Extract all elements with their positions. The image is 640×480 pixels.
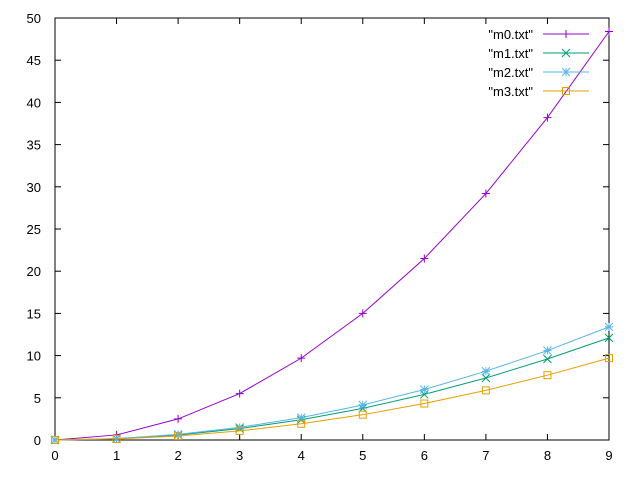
series-line: [54, 357, 610, 441]
y-tick-label: 40: [27, 95, 41, 110]
x-tick-label: 1: [113, 448, 120, 463]
data-point: [235, 389, 244, 398]
legend: "m0.txt" "m1.txt" "m2.txt" "m3.txt": [488, 27, 589, 99]
legend-label: "m0.txt": [488, 27, 533, 42]
y-tick-label: 10: [27, 349, 41, 364]
data-point: [112, 434, 121, 443]
series-3: [51, 354, 613, 444]
series-2: [50, 322, 614, 445]
data-point: [235, 426, 244, 435]
legend-label: "m2.txt": [488, 65, 533, 80]
data-point: [481, 189, 490, 198]
plot-border: [54, 17, 610, 441]
data-point: [296, 413, 306, 422]
y-tick-label: 50: [27, 11, 41, 26]
legend-item: "m2.txt": [488, 65, 589, 80]
data-point: [605, 354, 613, 363]
series-1: [50, 333, 614, 445]
y-tick-label: 45: [27, 53, 41, 68]
y-tick-label: 30: [27, 180, 41, 195]
y-tick-label: 0: [34, 433, 41, 448]
data-point: [297, 354, 306, 363]
data-point: [297, 419, 306, 428]
data-point: [358, 309, 367, 318]
data-point: [543, 113, 552, 122]
data-point: [604, 333, 614, 343]
x-tick-label: 8: [544, 448, 551, 463]
data-point: [604, 322, 614, 332]
legend-label: "m1.txt": [488, 46, 533, 61]
x-tick-label: 4: [298, 448, 305, 463]
series-line: [54, 326, 610, 441]
y-tick-label: 15: [27, 306, 41, 321]
data-point: [358, 400, 368, 410]
x-tick-label: 2: [174, 448, 181, 463]
data-point: [543, 346, 552, 355]
series-lines: [50, 27, 614, 445]
x-tick-label: 0: [51, 448, 58, 463]
data-point: [51, 436, 59, 444]
data-point: [481, 386, 490, 395]
data-point: [420, 254, 429, 263]
y-tick-label: 35: [27, 138, 41, 153]
series-line: [54, 337, 610, 441]
data-point: [561, 67, 571, 77]
data-point: [174, 431, 183, 440]
x-tick-label: 7: [482, 448, 489, 463]
legend-item: "m1.txt": [488, 46, 589, 61]
legend-label: "m3.txt": [488, 84, 533, 99]
series-line: [54, 31, 610, 441]
data-point: [173, 429, 183, 439]
x-tick-label: 6: [421, 448, 428, 463]
data-point: [481, 373, 491, 383]
x-tick-label: 5: [359, 448, 366, 463]
y-tick-label: 5: [34, 391, 41, 406]
data-point: [562, 87, 570, 95]
data-point: [420, 399, 429, 408]
series-0: [51, 27, 613, 444]
data-point: [561, 48, 571, 58]
y-tick-label: 20: [27, 264, 41, 279]
legend-item: "m3.txt": [488, 84, 589, 99]
data-point: [358, 410, 367, 419]
data-point: [481, 366, 491, 376]
data-point: [605, 27, 613, 36]
legend-item: "m0.txt": [488, 27, 589, 42]
data-point: [562, 30, 570, 38]
data-point: [419, 385, 429, 394]
data-point: [543, 371, 552, 380]
x-tick-label: 9: [605, 448, 612, 463]
data-point: [174, 414, 183, 423]
y-tick-label: 25: [27, 222, 41, 237]
data-point: [543, 354, 552, 364]
x-tick-label: 3: [236, 448, 243, 463]
plot-frame: [54, 17, 610, 441]
